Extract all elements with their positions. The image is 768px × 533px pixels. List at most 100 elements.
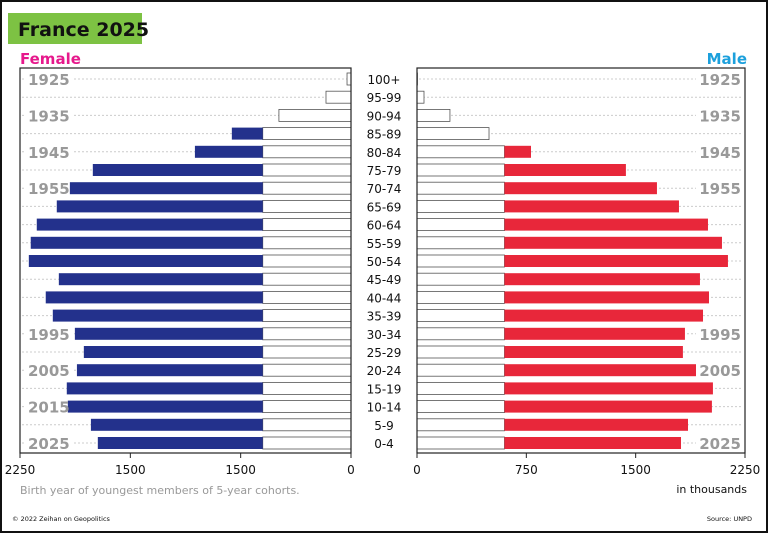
male-bar-base — [416, 127, 490, 140]
birth-year-label: 1955 — [699, 180, 741, 198]
male-bar-base — [416, 181, 505, 195]
birth-year-label: 2015 — [28, 399, 70, 417]
female-bar — [69, 182, 263, 195]
birth-year-label: 1955 — [28, 180, 70, 198]
female-bar — [52, 309, 263, 322]
female-bar — [36, 218, 263, 231]
age-group-label: 25-29 — [367, 346, 402, 360]
female-bar — [58, 273, 263, 286]
age-group-label: 40-44 — [367, 291, 402, 305]
male-bar — [504, 327, 685, 340]
female-bar — [67, 400, 263, 413]
x-tick-label: 0 — [413, 463, 421, 477]
x-tick-label: 1500 — [225, 463, 256, 477]
female-bar — [66, 382, 263, 395]
female-bar — [90, 418, 263, 431]
male-bar — [504, 291, 709, 304]
cohort-note: Birth year of youngest members of 5-year… — [20, 484, 300, 497]
birth-year-label: 1935 — [28, 107, 70, 125]
male-bar-base — [416, 272, 505, 286]
male-bar-base — [416, 436, 505, 450]
age-group-label: 45-49 — [367, 273, 402, 287]
female-bar-base — [262, 381, 352, 395]
male-bar-base — [416, 199, 505, 213]
female-bar-base — [262, 327, 352, 341]
female-bar-base — [262, 418, 352, 432]
female-bar — [28, 255, 263, 267]
female-bar-base — [262, 199, 352, 213]
female-bar-base — [262, 254, 352, 268]
female-bar-base — [262, 436, 352, 450]
male-bar-base — [416, 327, 505, 341]
age-group-label: 35-39 — [367, 310, 402, 324]
birth-year-label: 1925 — [28, 71, 70, 89]
birth-year-label: 1925 — [699, 71, 741, 89]
male-bar-base — [416, 290, 505, 304]
female-panel — [19, 67, 352, 454]
male-bar — [504, 182, 657, 195]
female-bar-base — [262, 400, 352, 414]
female-bar-base — [325, 90, 352, 104]
female-bar-base — [262, 345, 352, 359]
age-group-label: 10-14 — [367, 401, 402, 415]
birth-year-label: 1995 — [28, 326, 70, 344]
female-label: Female — [20, 50, 81, 68]
male-bar-base — [416, 381, 505, 395]
female-bar — [45, 291, 263, 304]
male-bar-base — [416, 109, 451, 122]
age-group-label: 55-59 — [367, 237, 402, 251]
age-group-label: 0-4 — [374, 437, 394, 451]
age-group-label: 100+ — [368, 73, 401, 87]
birth-year-label: 1945 — [699, 144, 741, 162]
female-bar-base — [262, 272, 352, 286]
age-group-label: 65-69 — [367, 200, 402, 214]
female-bar-base — [262, 290, 352, 304]
female-bar — [97, 437, 263, 449]
birth-year-label: 2025 — [699, 435, 741, 453]
female-bar-base — [262, 163, 352, 177]
age-group-label: 60-64 — [367, 219, 402, 233]
age-group-label: 75-79 — [367, 164, 402, 178]
unit-label: in thousands — [676, 483, 747, 496]
chart-title: France 2025 — [18, 19, 149, 41]
male-panel — [416, 67, 746, 454]
source: Source: UNPD — [707, 515, 752, 523]
x-tick-label: 1500 — [115, 463, 146, 477]
age-group-label: 15-19 — [367, 382, 402, 396]
birth-year-label: 2005 — [28, 362, 70, 380]
birth-year-label: 1995 — [699, 326, 741, 344]
female-bar-base — [262, 363, 352, 377]
male-bar — [504, 400, 712, 413]
age-group-label: 30-34 — [367, 328, 402, 342]
male-bar-base — [416, 218, 505, 232]
male-bar-base — [416, 90, 425, 104]
male-bar-base — [416, 236, 505, 250]
x-tick-label: 1500 — [620, 463, 651, 477]
female-bar — [83, 346, 263, 358]
x-tick-label: 2250 — [730, 463, 761, 477]
male-bar — [504, 145, 531, 158]
female-bar-base — [262, 127, 352, 140]
birth-year-label: 2005 — [699, 362, 741, 380]
male-bar — [504, 273, 700, 286]
female-bar-base — [262, 236, 352, 250]
female-bar — [92, 164, 263, 176]
age-group-label: 5-9 — [374, 419, 394, 433]
x-tick-label: 750 — [515, 463, 538, 477]
male-bar-base — [416, 418, 505, 432]
male-bar-base — [416, 400, 505, 414]
female-bar — [30, 236, 263, 249]
x-tick-label: 0 — [347, 463, 355, 477]
male-bar-base — [416, 309, 505, 323]
male-label: Male — [707, 50, 747, 68]
male-bar-base — [416, 345, 505, 359]
female-bar — [194, 145, 263, 158]
female-bar-base — [262, 181, 352, 195]
female-bar-base — [262, 145, 352, 159]
x-tick-label: 2250 — [5, 463, 36, 477]
age-group-label: 80-84 — [367, 146, 402, 160]
male-bar — [504, 364, 697, 377]
female-bar — [231, 127, 263, 140]
